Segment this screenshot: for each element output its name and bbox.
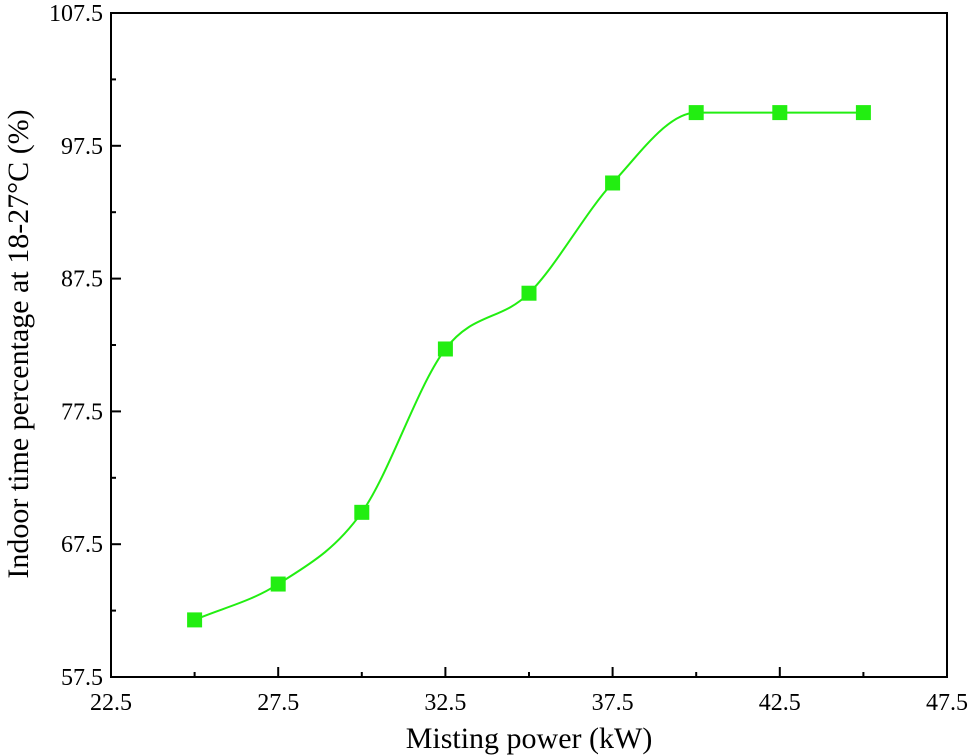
x-axis-title: Misting power (kW) bbox=[406, 722, 653, 755]
data-point bbox=[688, 105, 704, 121]
data-point bbox=[605, 175, 621, 191]
data-point bbox=[437, 341, 453, 357]
y-tick-label: 87.5 bbox=[61, 267, 103, 293]
y-tick-label: 67.5 bbox=[61, 532, 103, 558]
y-tick-label: 107.5 bbox=[49, 1, 103, 27]
y-tick-label: 57.5 bbox=[61, 665, 103, 691]
fit-curve-layer bbox=[194, 111, 864, 621]
data-markers bbox=[187, 105, 871, 628]
y-axis-title: Indoor time percentage at 18-27°C (%) bbox=[2, 109, 35, 578]
y-tick-label: 77.5 bbox=[61, 399, 103, 425]
data-point bbox=[521, 285, 537, 301]
x-tick-label: 37.5 bbox=[592, 690, 634, 716]
data-point bbox=[772, 105, 788, 121]
axes: 22.5 27.5 32.5 37.5 42.5 47.5 57.5 67.5 77.5 87.5… bbox=[49, 1, 968, 716]
data-point bbox=[270, 576, 286, 592]
y-tick-label: 97.5 bbox=[61, 134, 103, 160]
x-tick-label: 32.5 bbox=[424, 690, 466, 716]
x-tick-label: 47.5 bbox=[926, 690, 968, 716]
data-point bbox=[354, 504, 370, 520]
x-tick-label: 22.5 bbox=[90, 690, 132, 716]
x-tick-label: 27.5 bbox=[257, 690, 299, 716]
data-point bbox=[855, 105, 871, 121]
x-tick-label: 42.5 bbox=[759, 690, 801, 716]
fit-line-series-0 bbox=[194, 111, 864, 621]
data-point bbox=[187, 612, 203, 628]
